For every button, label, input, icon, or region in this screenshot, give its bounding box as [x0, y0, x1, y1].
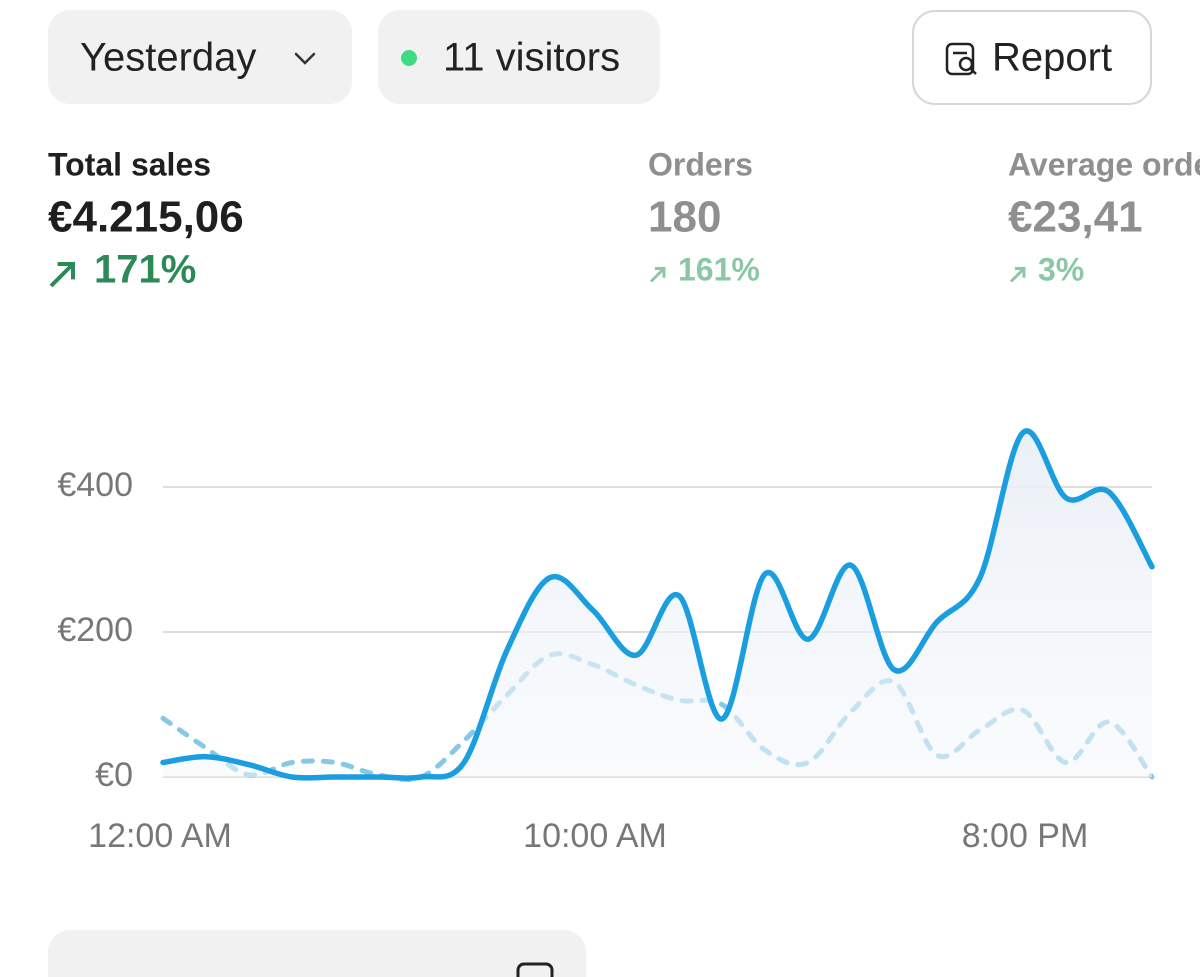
report-icon[interactable]	[945, 42, 977, 76]
area	[163, 430, 1152, 779]
x-tick-label: 10:00 AM	[523, 817, 667, 855]
sales-line	[160, 428, 1155, 781]
metric-label: Orders	[648, 146, 753, 182]
metric-value: €4.215,06	[48, 193, 244, 242]
y-tick-label: €200	[57, 611, 133, 649]
chevron-icon[interactable]	[294, 52, 316, 65]
live-dot	[401, 50, 417, 66]
trend-arrow	[649, 267, 666, 283]
date-range-button[interactable]	[48, 10, 352, 104]
card-icon[interactable]	[516, 962, 554, 977]
visitors-button[interactable]	[378, 10, 660, 104]
visitors-label[interactable]: 11 visitors	[443, 36, 620, 80]
metric-change: 161%	[678, 251, 760, 287]
metric-change: 3%	[1038, 251, 1084, 287]
x-tick-label: 8:00 PM	[962, 817, 1089, 855]
metric-value: €23,41	[1008, 193, 1143, 242]
card[interactable]	[48, 930, 586, 977]
metric-value: 180	[648, 193, 721, 242]
report-label[interactable]: Report	[992, 36, 1112, 80]
metric-change: 171%	[94, 248, 196, 292]
trend-arrow	[49, 262, 75, 288]
metric-label: Total sales	[48, 146, 211, 182]
y-tick-label: €400	[57, 466, 133, 504]
trend-arrow	[1009, 267, 1026, 283]
report-button[interactable]	[912, 10, 1152, 105]
metric-label: Average order value	[1008, 146, 1200, 182]
date-range-label[interactable]: Yesterday	[80, 36, 256, 80]
x-tick-label: 12:00 AM	[88, 817, 232, 855]
y-tick-label: €0	[95, 756, 133, 794]
